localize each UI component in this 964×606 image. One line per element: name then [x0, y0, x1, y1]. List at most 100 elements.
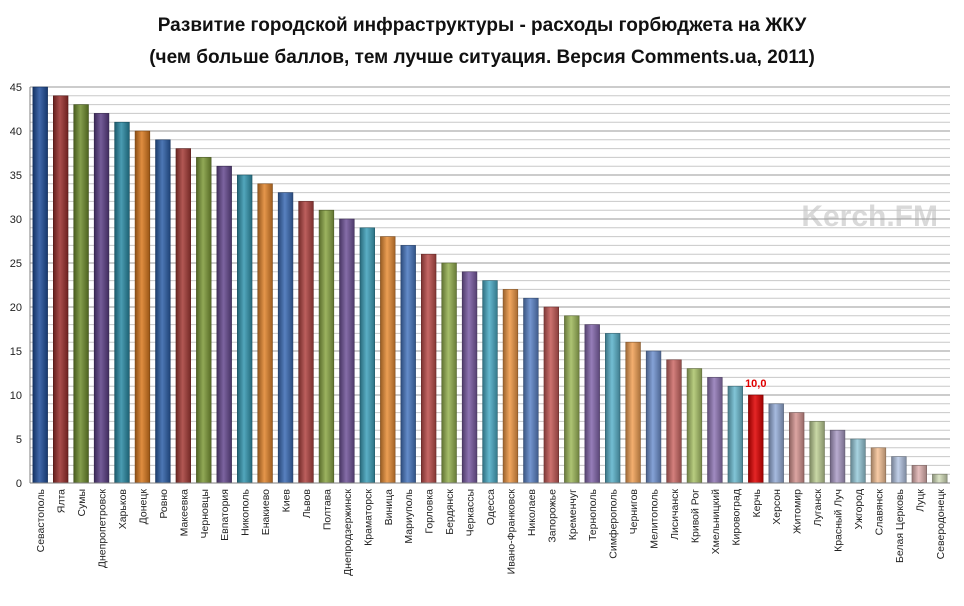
- bar: [339, 218, 355, 484]
- bar: [932, 473, 948, 484]
- bar: [421, 253, 437, 484]
- x-tick-label: Кременчуг: [567, 489, 579, 540]
- y-tick-label: 35: [10, 170, 22, 182]
- bar: [727, 385, 743, 484]
- bar: [155, 139, 171, 484]
- x-tick-label: Хмельницкий: [710, 489, 722, 554]
- x-tick-label: Керчь: [751, 488, 763, 517]
- x-tick-label: Луцк: [914, 489, 926, 512]
- bar: [707, 377, 723, 484]
- x-tick-label: Енакиево: [260, 489, 272, 535]
- bar: [461, 271, 478, 484]
- chart-title: Развитие городской инфраструктуры - расх…: [158, 15, 807, 36]
- x-tick-label: Кировоград: [730, 489, 742, 546]
- bar: [523, 297, 539, 484]
- bar: [73, 104, 89, 484]
- bar: [645, 350, 662, 484]
- data-label: 10,0: [745, 378, 766, 390]
- x-tick-label: Ивано-Франковск: [505, 489, 517, 575]
- x-tick-label: Черновцы: [199, 489, 211, 538]
- data-labels: 10,0: [745, 378, 766, 390]
- x-tick-label: Симферополь: [608, 488, 620, 558]
- y-axis: 0 5 10 15 20 25 30 35 40 45: [10, 82, 31, 490]
- x-tick-label: Николаев: [526, 489, 538, 537]
- x-tick-label: Днепродзержинск: [342, 489, 354, 576]
- bar: [93, 113, 110, 484]
- x-tick-label: Львов: [301, 489, 313, 519]
- x-tick-label: Ялта: [56, 489, 68, 513]
- y-tick-label: 30: [10, 214, 22, 226]
- x-tick-label: Никополь: [240, 488, 252, 535]
- x-tick-label: Мелитополь: [649, 488, 661, 548]
- bar: [911, 465, 927, 484]
- x-tick-label: Полтава: [321, 489, 333, 530]
- x-tick-label: Донецк: [137, 489, 149, 525]
- bar: [584, 324, 600, 484]
- x-tick-label: Горловка: [424, 489, 436, 534]
- x-tick-label: Житомир: [792, 489, 804, 534]
- x-tick-label: Красный Луч: [833, 489, 845, 552]
- y-tick-label: 5: [16, 434, 22, 446]
- bar: [298, 201, 314, 484]
- x-tick-label: Харьков: [117, 489, 129, 530]
- bar: [237, 174, 253, 484]
- bar: [564, 315, 580, 484]
- y-tick-label: 25: [10, 258, 22, 270]
- bar: [870, 447, 887, 484]
- x-tick-label: Ровно: [158, 489, 170, 519]
- x-tick-label: Северодонецк: [935, 489, 947, 560]
- bar: [359, 227, 375, 484]
- chart-subtitle: (чем больше баллов, тем лучше ситуация. …: [149, 47, 815, 68]
- bar: [175, 148, 191, 484]
- bar: [277, 192, 294, 484]
- y-tick-label: 20: [10, 302, 22, 314]
- x-tick-label: Евпатория: [219, 489, 231, 541]
- bar: [686, 368, 703, 484]
- x-tick-label: Одесса: [485, 489, 497, 525]
- bar: [829, 429, 846, 484]
- y-tick-label: 0: [16, 478, 22, 490]
- x-tick-label: Киев: [281, 489, 293, 513]
- bar: [768, 403, 784, 484]
- x-tick-label: Херсон: [771, 489, 783, 525]
- bar: [789, 412, 805, 484]
- bars: [32, 86, 948, 484]
- bar: [850, 438, 866, 484]
- y-tick-label: 10: [10, 390, 22, 402]
- x-tick-label: Белая Церковь: [894, 488, 906, 563]
- x-tick-label: Мариуполь: [403, 488, 415, 543]
- y-tick-label: 45: [10, 82, 22, 94]
- bar: [809, 421, 825, 484]
- bar: [605, 333, 621, 484]
- x-tick-label: Бердянск: [444, 489, 456, 535]
- bar: [257, 183, 273, 484]
- x-tick-label: Тернополь: [587, 488, 599, 541]
- x-tick-label: Кривой Рог: [689, 489, 701, 543]
- bar: [196, 157, 212, 484]
- bar: [891, 456, 907, 484]
- bar: [625, 341, 641, 484]
- x-axis: Севастополь Ялта Сумы Днепропетровск Харьков…: [30, 482, 950, 576]
- bar: [666, 359, 682, 484]
- x-tick-label: Севастополь: [35, 488, 47, 552]
- x-tick-label: Ужгород: [853, 489, 865, 529]
- bar: [32, 86, 48, 484]
- x-tick-label: Сумы: [76, 489, 88, 516]
- bar: [543, 306, 559, 484]
- x-tick-label: Виница: [383, 489, 395, 526]
- x-tick-label: Днепропетровск: [97, 489, 109, 568]
- bar: [216, 165, 232, 484]
- bar: [441, 262, 457, 484]
- y-tick-label: 15: [10, 346, 22, 358]
- bar: [380, 236, 396, 484]
- x-tick-label: Запорожье: [546, 489, 558, 543]
- bar: [502, 289, 519, 484]
- bar: [748, 394, 764, 484]
- x-tick-label: Чернигов: [628, 489, 640, 535]
- bar: [134, 130, 151, 484]
- y-tick-label: 40: [10, 126, 22, 138]
- x-tick-label: Краматорск: [362, 489, 374, 546]
- bar: [318, 209, 335, 484]
- x-tick-label: Славянск: [873, 489, 885, 536]
